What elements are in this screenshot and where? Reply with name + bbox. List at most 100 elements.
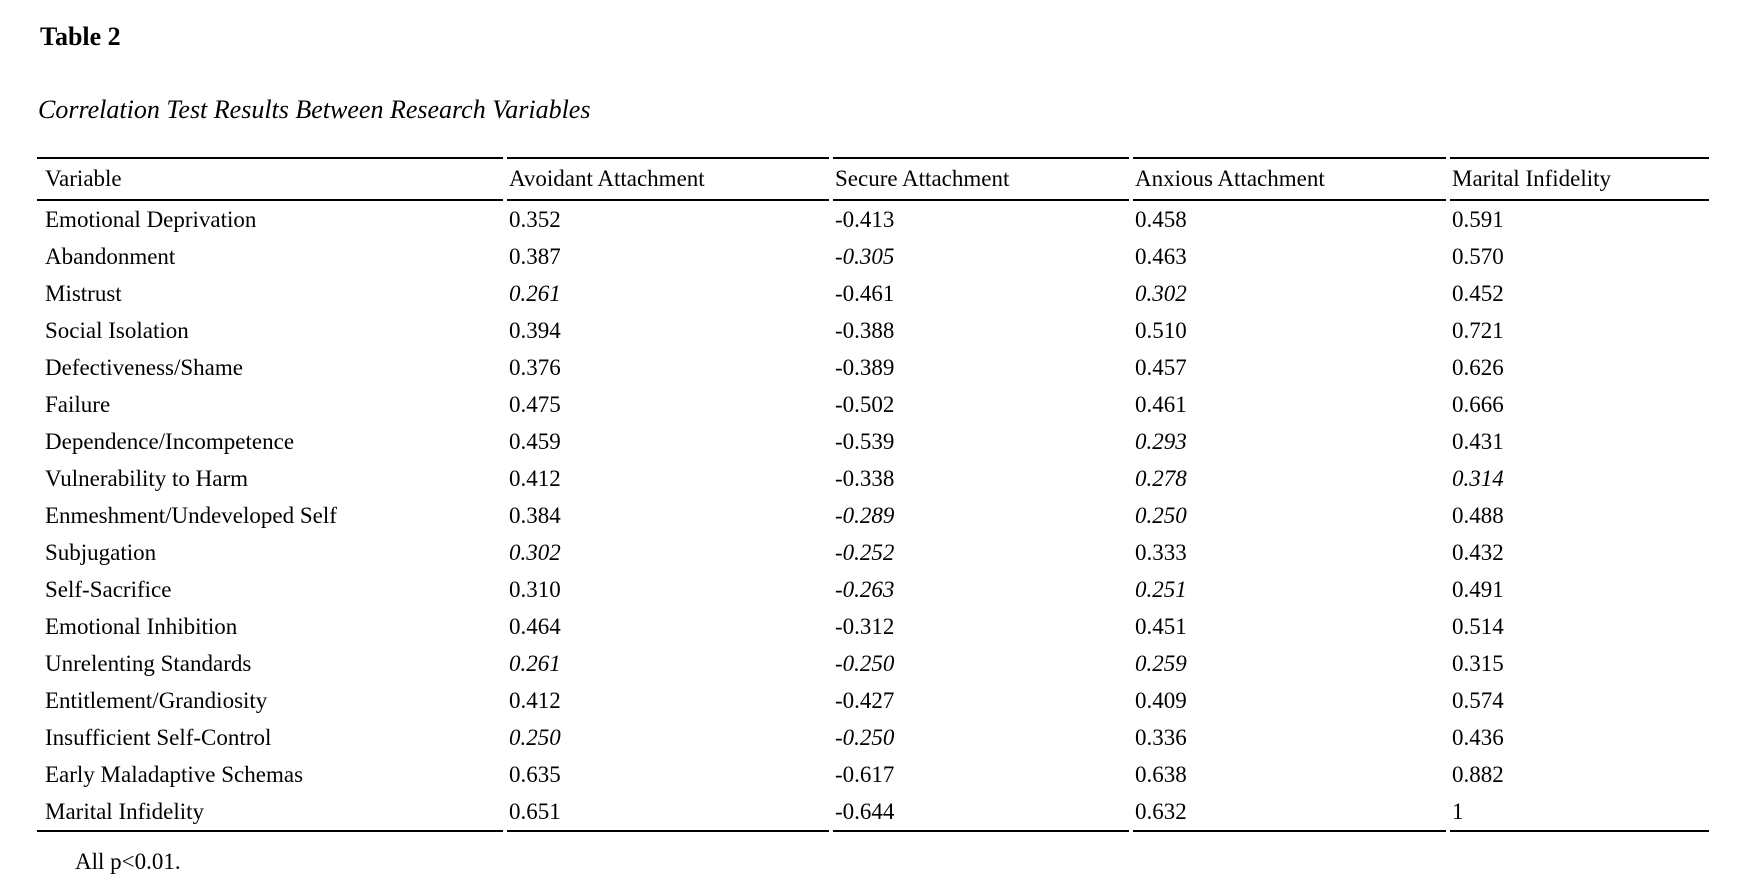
correlation-value: 0.514 (1452, 613, 1504, 639)
correlation-value: 0.635 (509, 761, 561, 787)
row-label: Entitlement/Grandiosity (45, 687, 268, 713)
correlation-value: -0.539 (835, 428, 895, 454)
correlation-value: 0.626 (1452, 354, 1504, 380)
table-row: Entitlement/Grandiosity 0.412 -0.427 0.409 0… (37, 682, 1709, 719)
header-row: Variable Avoidant Attachment Secure Atta… (37, 157, 1709, 201)
correlation-value: 0.432 (1452, 539, 1504, 565)
correlation-value: -0.263 (835, 576, 895, 602)
correlation-value: -0.502 (835, 391, 895, 417)
row-label: Defectiveness/Shame (45, 354, 243, 380)
column-header-anxious-attachment: Anxious Attachment (1133, 157, 1446, 201)
correlation-value: 0.510 (1135, 317, 1187, 343)
table-row: Insufficient Self-Control 0.250 -0.250 0.33… (37, 719, 1709, 756)
row-label: Unrelenting Standards (45, 650, 252, 676)
row-label: Early Maladaptive Schemas (45, 761, 304, 787)
row-label: Emotional Inhibition (45, 613, 238, 639)
correlation-table: Variable Avoidant Attachment Secure Atta… (33, 157, 1713, 832)
column-header-marital-infidelity: Marital Infidelity (1450, 157, 1709, 201)
correlation-value: -0.250 (835, 650, 895, 676)
correlation-value: 0.632 (1133, 793, 1446, 832)
column-header-secure-attachment: Secure Attachment (833, 157, 1129, 201)
column-header-avoidant-attachment: Avoidant Attachment (507, 157, 829, 201)
table-row: Emotional Deprivation 0.352 -0.413 0.458 0.5… (37, 201, 1709, 238)
correlation-value: 0.387 (509, 243, 561, 269)
row-label: Emotional Deprivation (45, 206, 257, 232)
correlation-value: 0.278 (1135, 465, 1187, 491)
table-footnote: All p<0.01. (75, 849, 181, 874)
correlation-value: -0.644 (833, 793, 1129, 832)
table-row: Defectiveness/Shame 0.376 -0.389 0.457 0.626 (37, 349, 1709, 386)
correlation-value: -0.252 (835, 539, 895, 565)
table-row: Early Maladaptive Schemas 0.635 -0.617 0.63… (37, 756, 1709, 793)
row-label: Subjugation (45, 539, 157, 565)
correlation-value: 0.488 (1452, 502, 1504, 528)
row-label: Insufficient Self-Control (45, 724, 272, 750)
table-header: Variable Avoidant Attachment Secure Atta… (37, 157, 1709, 201)
table-row: Enmeshment/Undeveloped Self 0.384 -0.289 0.… (37, 497, 1709, 534)
table-row: Abandonment 0.387 -0.305 0.463 0.570 (37, 238, 1709, 275)
table-row: Failure 0.475 -0.502 0.461 0.666 (37, 386, 1709, 423)
document-page: Table 2 Correlation Test Results Between… (33, 22, 1713, 874)
correlation-value: 0.251 (1135, 576, 1187, 602)
correlation-value: 0.452 (1452, 280, 1504, 306)
correlation-value: 0.461 (1135, 391, 1187, 417)
correlation-value: 0.491 (1452, 576, 1504, 602)
correlation-value: 0.259 (1135, 650, 1187, 676)
correlation-value: -0.461 (835, 280, 895, 306)
correlation-value: 0.302 (1135, 280, 1187, 306)
correlation-value: 0.250 (1135, 502, 1187, 528)
correlation-value: 0.882 (1452, 761, 1504, 787)
correlation-value: 0.384 (509, 502, 561, 528)
correlation-value: 0.436 (1452, 724, 1504, 750)
correlation-value: 1 (1450, 793, 1709, 832)
correlation-value: 0.721 (1452, 317, 1504, 343)
correlation-value: 0.431 (1452, 428, 1504, 454)
correlation-value: 0.409 (1135, 687, 1187, 713)
correlation-value: 0.333 (1135, 539, 1187, 565)
correlation-value: 0.261 (509, 280, 561, 306)
correlation-value: 0.451 (1135, 613, 1187, 639)
table-row: Marital Infidelity 0.651 -0.644 0.632 1 (37, 793, 1709, 832)
table-caption: Correlation Test Results Between Researc… (38, 95, 591, 124)
correlation-value: -0.389 (835, 354, 895, 380)
correlation-value: 0.666 (1452, 391, 1504, 417)
table-body: Emotional Deprivation 0.352 -0.413 0.458 0.5… (37, 201, 1709, 832)
table-row: Emotional Inhibition 0.464 -0.312 0.451 0.51… (37, 608, 1709, 645)
row-label: Mistrust (45, 280, 122, 306)
correlation-value: -0.413 (835, 206, 895, 232)
column-header-variable: Variable (37, 157, 503, 201)
correlation-value: 0.250 (509, 724, 561, 750)
correlation-value: 0.412 (509, 687, 561, 713)
table-row: Unrelenting Standards 0.261 -0.250 0.259 0.3… (37, 645, 1709, 682)
correlation-value: 0.651 (507, 793, 829, 832)
correlation-value: 0.463 (1135, 243, 1187, 269)
correlation-value: -0.305 (835, 243, 895, 269)
correlation-value: 0.475 (509, 391, 561, 417)
correlation-value: 0.464 (509, 613, 561, 639)
row-label: Abandonment (45, 243, 176, 269)
row-label: Social Isolation (45, 317, 189, 343)
correlation-value: 0.458 (1135, 206, 1187, 232)
row-label: Self-Sacrifice (45, 576, 172, 602)
row-label: Dependence/Incompetence (45, 428, 295, 454)
correlation-value: 0.352 (509, 206, 561, 232)
row-label: Failure (45, 391, 111, 417)
correlation-value: 0.376 (509, 354, 561, 380)
table-row: Social Isolation 0.394 -0.388 0.510 0.721 (37, 312, 1709, 349)
correlation-value: 0.336 (1135, 724, 1187, 750)
correlation-value: 0.638 (1135, 761, 1187, 787)
table-row: Subjugation 0.302 -0.252 0.333 0.432 (37, 534, 1709, 571)
table-number-heading: Table 2 (40, 22, 121, 51)
correlation-value: 0.412 (509, 465, 561, 491)
correlation-value: 0.570 (1452, 243, 1504, 269)
table-row: Mistrust 0.261 -0.461 0.302 0.452 (37, 275, 1709, 312)
correlation-value: 0.574 (1452, 687, 1504, 713)
table-row: Self-Sacrifice 0.310 -0.263 0.251 0.491 (37, 571, 1709, 608)
correlation-value: 0.591 (1452, 206, 1504, 232)
row-label: Vulnerability to Harm (45, 465, 249, 491)
correlation-value: -0.617 (835, 761, 895, 787)
table-row: Dependence/Incompetence 0.459 -0.539 0.293 0… (37, 423, 1709, 460)
correlation-value: 0.459 (509, 428, 561, 454)
correlation-value: -0.338 (835, 465, 895, 491)
correlation-value: 0.315 (1452, 650, 1504, 676)
